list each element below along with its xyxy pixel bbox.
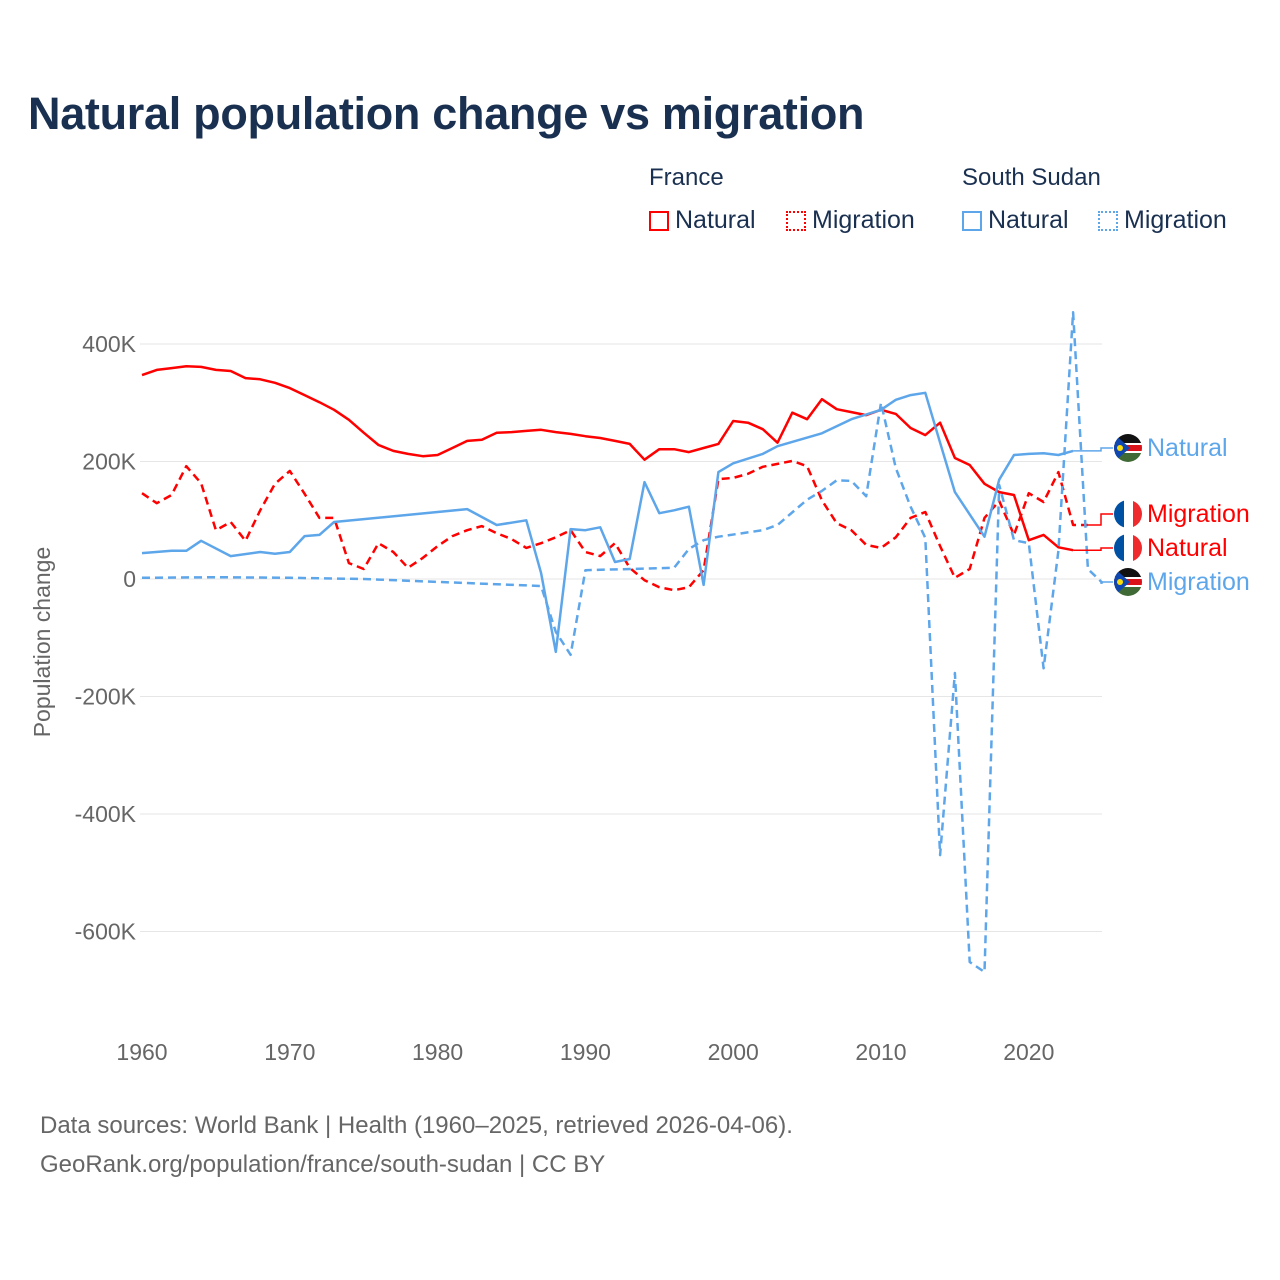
end-label-connector [1073, 447, 1113, 452]
series-line-france-migration [141, 459, 1088, 592]
france-flag-icon [1114, 534, 1142, 562]
x-tick-label: 2020 [1003, 1039, 1054, 1065]
footer: Data sources: World Bank | Health (1960–… [40, 1106, 793, 1184]
solid-swatch-icon [649, 210, 669, 231]
end-label: Natural [1147, 534, 1228, 562]
x-tick-label: 2010 [855, 1039, 906, 1065]
south-sudan-flag-icon [1114, 434, 1142, 462]
series-line-south-sudan-natural [141, 391, 1074, 654]
south-sudan-flag-icon [1114, 568, 1142, 596]
end-label-connector [1100, 581, 1113, 584]
solid-swatch-icon [962, 210, 982, 231]
legend-item-south-sudan-natural[interactable]: Natural [962, 206, 1069, 235]
end-label-connector [1073, 547, 1113, 551]
chart-title: Natural population change vs migration [28, 88, 865, 139]
x-tick-label: 1960 [116, 1039, 167, 1065]
data-source-note: Data sources: World Bank | Health (1960–… [40, 1112, 793, 1139]
france-flag-icon [1114, 500, 1142, 528]
series-line-france-natural [141, 365, 1074, 552]
y-tick-label: 400K [82, 331, 136, 357]
legend-group-france: France Natural Migration [649, 164, 915, 234]
y-tick-label: -600K [75, 919, 137, 945]
x-tick-label: 1970 [264, 1039, 315, 1065]
end-label: Migration [1147, 568, 1250, 596]
legend-label: Natural [675, 206, 756, 234]
series-line-south-sudan-migration [141, 311, 1104, 974]
dotted-swatch-icon [1098, 210, 1118, 231]
legend-label: Migration [1124, 206, 1227, 234]
y-tick-label: -400K [75, 801, 137, 827]
legend-group-title: France [649, 164, 724, 191]
legend-item-france-natural[interactable]: Natural [649, 206, 756, 235]
end-label-connector [1087, 513, 1113, 526]
legend-label: Natural [988, 206, 1069, 234]
end-label: Migration [1147, 500, 1250, 528]
y-tick-label: 0 [123, 566, 136, 592]
dotted-swatch-icon [786, 210, 806, 231]
legend-group-title: South Sudan [962, 164, 1101, 191]
legend-item-france-migration[interactable]: Migration [786, 206, 915, 235]
source-link[interactable]: GeoRank.org/population/france/south-suda… [40, 1151, 606, 1178]
y-tick-label: 200K [82, 449, 136, 475]
legend-item-south-sudan-migration[interactable]: Migration [1098, 206, 1227, 235]
y-axis-label: Population change [29, 547, 55, 738]
legend-group-south-sudan: South Sudan Natural Migration [962, 164, 1227, 234]
y-tick-label: -200K [75, 684, 137, 710]
x-tick-label: 2000 [708, 1039, 759, 1065]
legend-label: Migration [812, 206, 915, 234]
x-tick-label: 1980 [412, 1039, 463, 1065]
x-tick-label: 1990 [560, 1039, 611, 1065]
end-label: Natural [1147, 434, 1228, 462]
